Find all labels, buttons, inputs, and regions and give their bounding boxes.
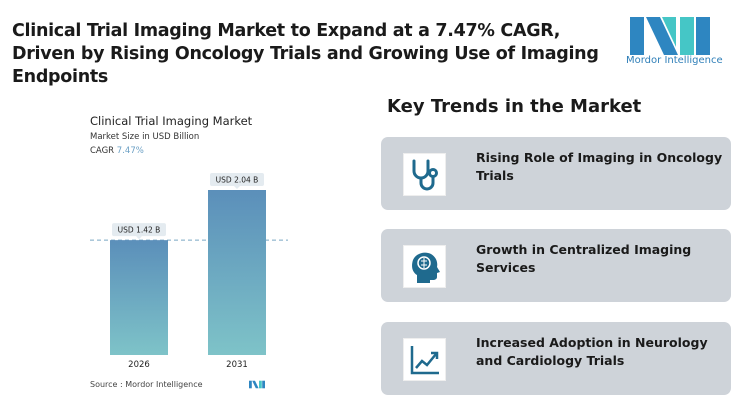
- cagr-value: 7.47%: [116, 146, 144, 156]
- cagr-text: CAGR: [90, 146, 115, 156]
- trend-label: Growth in Centralized Imaging Services: [476, 242, 692, 275]
- trend-label: Increased Adoption in Neurology and Card…: [476, 335, 708, 368]
- brain-head-icon: [403, 245, 446, 288]
- data-label-box: [112, 223, 166, 237]
- trend-label: Rising Role of Imaging in Oncology Trial…: [476, 150, 723, 183]
- page-title: Clinical Trial Imaging Market to Expand …: [12, 21, 599, 87]
- x-tick-label: 2026: [128, 360, 150, 370]
- bar-2026: [110, 240, 168, 355]
- data-label-pointer: [234, 186, 240, 189]
- data-label: USD 1.42 B: [118, 226, 161, 235]
- chart-source: Source : Mordor Intelligence: [90, 380, 203, 389]
- mordor-logo: [630, 17, 710, 55]
- bar-2031: [208, 190, 266, 355]
- data-label-pointer: [136, 236, 142, 240]
- stethoscope-icon: [403, 153, 446, 196]
- trend-card: Rising Role of Imaging in Oncology Trial…: [381, 137, 731, 210]
- trend-card: Increased Adoption in Neurology and Card…: [381, 322, 731, 395]
- trend-card: Growth in Centralized Imaging Services: [381, 229, 731, 302]
- logo-text: Mordor Intelligence: [626, 55, 723, 66]
- data-label: USD 2.04 B: [216, 176, 259, 185]
- trends-heading: Key Trends in the Market: [387, 96, 642, 117]
- x-tick-label: 2031: [226, 360, 248, 370]
- chart-title: Clinical Trial Imaging Market: [90, 114, 253, 128]
- chart-subtitle: Market Size in USD Billion: [90, 132, 200, 142]
- data-label-box: [210, 173, 264, 186]
- small-logo-icon: [249, 380, 265, 389]
- trend-chart-icon: [403, 338, 446, 381]
- cagr-label: CAGR 7.47%: [90, 146, 144, 156]
